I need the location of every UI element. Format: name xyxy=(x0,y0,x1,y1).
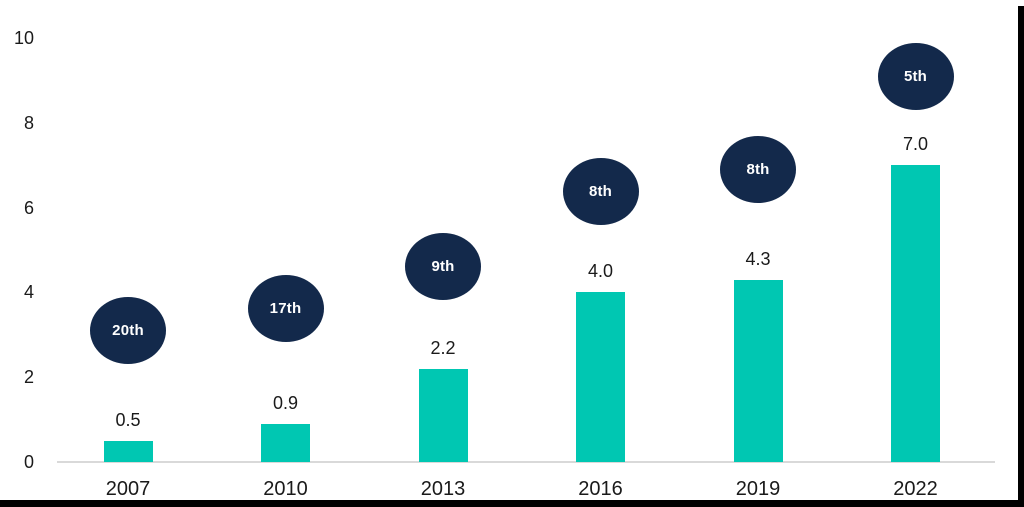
bar xyxy=(418,368,468,462)
bar-value-label: 4.0 xyxy=(587,261,614,282)
frame-border-bottom xyxy=(0,500,1024,507)
x-axis-label: 2022 xyxy=(893,478,938,500)
rank-badge-label: 20th xyxy=(112,322,144,340)
y-axis-tick-label: 2 xyxy=(23,367,34,388)
y-axis-tick-label: 4 xyxy=(23,282,34,303)
bar xyxy=(576,292,625,462)
rank-badge-label: 9th xyxy=(431,257,455,275)
bar-value-label: 0.9 xyxy=(272,392,299,413)
rank-badge-label: 5th xyxy=(903,67,928,85)
y-axis-tick-label: 8 xyxy=(23,112,34,133)
bar-value-label: 2.2 xyxy=(430,337,456,358)
x-axis-line xyxy=(57,461,995,463)
rank-badge-label: 8th xyxy=(746,161,770,179)
rank-badge: 8th xyxy=(562,158,639,226)
rank-badge: 5th xyxy=(877,42,954,110)
rank-badge-label: 17th xyxy=(269,300,302,317)
rank-badge: 8th xyxy=(720,136,796,204)
bar xyxy=(891,165,940,462)
bar xyxy=(261,423,310,462)
y-axis-tick-label: 10 xyxy=(13,28,34,48)
x-axis-label: 2007 xyxy=(105,478,151,500)
rank-badge: 17th xyxy=(247,275,324,342)
x-axis-label: 2019 xyxy=(735,478,781,500)
bar xyxy=(103,440,153,462)
bar xyxy=(733,279,783,462)
rank-badge: 9th xyxy=(405,232,481,300)
rank-badge: 20th xyxy=(90,297,166,365)
y-axis-tick-label: 6 xyxy=(23,197,34,218)
x-axis-label: 2010 xyxy=(263,478,308,500)
frame-border-right xyxy=(1018,6,1024,507)
bar-value-label: 4.3 xyxy=(745,248,771,269)
x-axis-label: 2016 xyxy=(578,478,623,500)
rank-badge-label: 8th xyxy=(588,183,613,201)
bar-value-label: 0.5 xyxy=(115,409,141,430)
bar-value-label: 7.0 xyxy=(902,134,929,155)
x-axis-label: 2013 xyxy=(420,478,466,500)
y-axis-tick-label: 0 xyxy=(23,452,34,472)
